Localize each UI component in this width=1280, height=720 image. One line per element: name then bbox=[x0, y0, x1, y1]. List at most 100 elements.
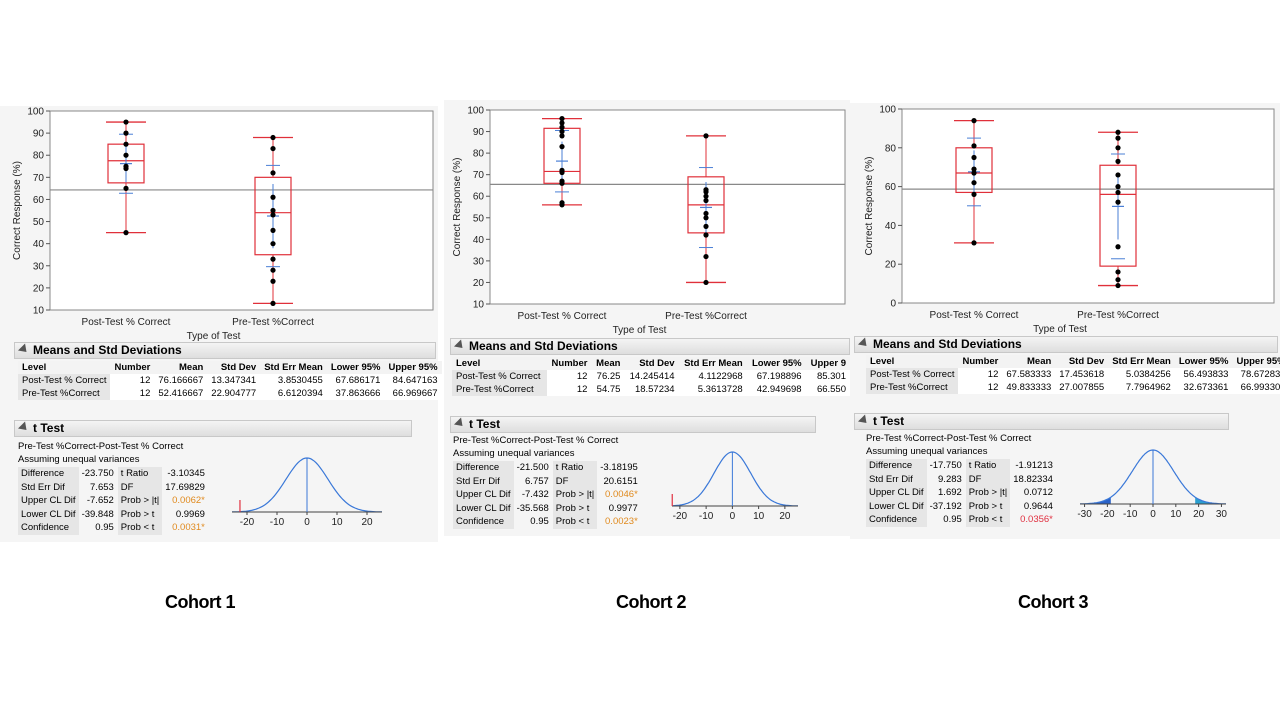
rejection-region-left bbox=[1080, 497, 1111, 504]
y-tick-label: 90 bbox=[473, 127, 485, 138]
data-point bbox=[270, 300, 276, 306]
cohort1-boxplot: 10 20 30 40 50 60 70 80 90 100 Correct Response (%… bbox=[12, 107, 434, 342]
stat-value: 0.9644 bbox=[1023, 500, 1053, 512]
level-cell: Pre-Test %Correct bbox=[18, 387, 111, 400]
disclosure-icon[interactable] bbox=[453, 417, 467, 430]
disclosure-icon[interactable] bbox=[857, 337, 871, 350]
y-tick-label: 80 bbox=[33, 151, 45, 162]
stat-value: 17.69829 bbox=[165, 481, 205, 493]
header-row: Level Number Mean Std Dev Std Err Mean Lower … bbox=[866, 355, 1280, 368]
data-point bbox=[559, 116, 565, 122]
data-point bbox=[703, 189, 709, 195]
x-tick-label: Pre-Test %Correct bbox=[1077, 310, 1159, 321]
cohort-label-2: Cohort 2 bbox=[616, 592, 687, 612]
stat-label: Std Err Dif bbox=[866, 472, 927, 486]
y-tick-label: 70 bbox=[473, 170, 485, 181]
y-tick-label: 40 bbox=[885, 221, 897, 232]
data-point bbox=[270, 134, 276, 141]
x-tick-label: Post-Test % Correct bbox=[930, 310, 1019, 321]
rejection-region-right bbox=[1195, 497, 1226, 504]
y-tick-label: 20 bbox=[473, 278, 485, 289]
stat-label: Confidence bbox=[18, 521, 79, 535]
ttest-header[interactable]: t Test bbox=[450, 416, 816, 433]
ttest-row: Lower CL Dif -39.848 Prob > t 0.9969 bbox=[18, 507, 208, 521]
table-row: Post-Test % Correct 12 67.583333 17.453618 5… bbox=[866, 368, 1280, 381]
column-header: Std Dev bbox=[624, 357, 679, 370]
box-post-test bbox=[954, 118, 994, 246]
cohort3-boxplot: 0 20 40 60 80 100 Correct Response (%) Post-Tes… bbox=[864, 105, 1275, 335]
ttest-title: t Test bbox=[33, 421, 65, 435]
box-post-test bbox=[542, 116, 582, 208]
ttest-header[interactable]: t Test bbox=[14, 420, 412, 437]
value-cell: 5.3613728 bbox=[697, 384, 743, 395]
data-point bbox=[971, 170, 977, 176]
table-row: Pre-Test %Correct 12 54.75 18.57234 5.361372… bbox=[452, 383, 850, 396]
value-cell: 14.245414 bbox=[629, 371, 675, 382]
data-point bbox=[703, 253, 709, 260]
x-tick-label: Post-Test % Correct bbox=[518, 311, 607, 322]
stat-value: 1.692 bbox=[938, 487, 962, 499]
means-header[interactable]: Means and Std Deviations bbox=[450, 338, 850, 355]
ttest-table: Difference -17.750 t Ratio -1.91213 Std Err … bbox=[866, 459, 1056, 527]
column-header: Level bbox=[452, 357, 547, 370]
disclosure-icon[interactable] bbox=[857, 414, 871, 427]
level-cell: Pre-Test %Correct bbox=[452, 383, 547, 396]
value-cell: 66.969667 bbox=[392, 388, 438, 399]
data-point bbox=[1115, 189, 1121, 196]
stat-label: Prob > t bbox=[552, 501, 598, 515]
data-point bbox=[1115, 158, 1121, 164]
ttest-row: Difference -21.500 t Ratio -3.18195 bbox=[453, 461, 641, 475]
data-point bbox=[1115, 269, 1121, 275]
y-tick-label: 10 bbox=[33, 306, 45, 317]
y-axis-label: Correct Response (%) bbox=[12, 161, 23, 260]
ttest-assumption: Assuming unequal variances bbox=[18, 454, 140, 465]
stat-value: -23.750 bbox=[81, 468, 114, 480]
cohort-label-1: Cohort 1 bbox=[165, 592, 236, 612]
value-cell: 12 bbox=[987, 382, 999, 393]
ttest-header[interactable]: t Test bbox=[854, 413, 1229, 430]
means-header[interactable]: Means and Std Deviations bbox=[14, 342, 436, 359]
stat-label: Upper CL Dif bbox=[18, 494, 79, 508]
value-cell: 76.166667 bbox=[158, 375, 204, 386]
y-tick-label: 70 bbox=[33, 173, 45, 184]
level-cell: Post-Test % Correct bbox=[452, 370, 547, 383]
data-point bbox=[270, 207, 276, 214]
y-tick-label: 40 bbox=[33, 239, 45, 250]
ttest-row: Std Err Dif 7.653 DF 17.69829 bbox=[18, 480, 208, 494]
y-tick-label: 60 bbox=[33, 195, 45, 206]
stat-value: -1.91213 bbox=[1015, 460, 1053, 472]
stat-label: Prob > |t| bbox=[965, 486, 1011, 500]
level-cell: Post-Test % Correct bbox=[18, 374, 111, 387]
column-header: Mean bbox=[154, 361, 208, 374]
dist-tick-label: 20 bbox=[779, 511, 791, 522]
box-pre-test bbox=[253, 134, 293, 306]
y-tick-label: 0 bbox=[890, 299, 896, 310]
stat-label: DF bbox=[117, 480, 163, 494]
ttest-row: Upper CL Dif -7.432 Prob > |t| 0.0046* bbox=[453, 488, 641, 502]
value-cell: 66.993306 bbox=[1240, 382, 1280, 393]
data-point bbox=[559, 120, 565, 126]
ttest-row: Confidence 0.95 Prob < t 0.0031* bbox=[18, 521, 208, 535]
data-point bbox=[270, 145, 276, 152]
stat-value: 0.0062* bbox=[172, 495, 205, 507]
stat-value: 0.95 bbox=[95, 522, 114, 534]
cohort-label-3: Cohort 3 bbox=[1018, 592, 1089, 612]
value-cell: 67.198896 bbox=[756, 371, 802, 382]
disclosure-icon[interactable] bbox=[453, 339, 467, 352]
data-point bbox=[123, 185, 129, 191]
t-distribution-plot: -20 -10 0 10 20 bbox=[232, 457, 382, 528]
value-cell: 12 bbox=[139, 388, 151, 399]
y-tick-label: 100 bbox=[879, 105, 896, 116]
stat-value: 20.6151 bbox=[603, 475, 638, 487]
ttest-table: Difference -23.750 t Ratio -3.10345 Std Err … bbox=[18, 467, 208, 535]
disclosure-icon[interactable] bbox=[17, 421, 31, 434]
value-cell: 52.416667 bbox=[158, 388, 204, 399]
value-cell: 22.904777 bbox=[211, 388, 257, 399]
column-header: Number bbox=[110, 361, 155, 374]
column-header: Upper 9 bbox=[805, 357, 850, 370]
data-point bbox=[971, 154, 977, 161]
ttest-row: Confidence 0.95 Prob < t 0.0023* bbox=[453, 515, 641, 529]
means-header[interactable]: Means and Std Deviations bbox=[854, 336, 1278, 353]
disclosure-icon[interactable] bbox=[17, 343, 31, 356]
means-table: Level Number Mean Std Dev Std Err Mean Lower … bbox=[452, 357, 850, 396]
